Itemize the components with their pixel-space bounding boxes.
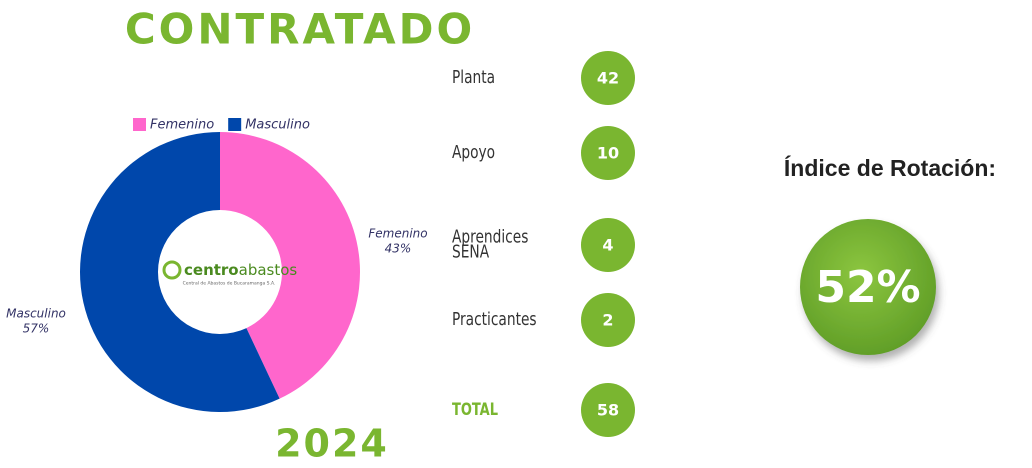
legend-label: Femenino	[150, 118, 214, 133]
logo-icon	[162, 260, 182, 280]
staff-list: Planta 42 Apoyo 10 Aprendices SENA 4 Practicant…	[452, 51, 635, 437]
count-badge	[581, 126, 635, 180]
slice-value: 43%	[385, 242, 412, 256]
index-label: Índice de Rotación:	[784, 154, 996, 181]
count-badge	[581, 293, 635, 347]
row-count: 10	[597, 144, 619, 163]
row-count: 58	[597, 401, 619, 420]
row-label: Practicantes	[452, 308, 537, 330]
legend-swatch	[133, 118, 146, 131]
donut-slice	[220, 132, 360, 399]
donut-slice	[80, 132, 280, 412]
row-label: TOTAL	[452, 399, 498, 419]
row-label-line: Aprendices	[452, 225, 529, 247]
count-badge	[581, 218, 635, 272]
legend-swatch	[228, 118, 242, 131]
count-badge	[581, 383, 635, 437]
title: CONTRATADO	[125, 5, 475, 54]
index-value: 52%	[815, 262, 920, 313]
slice-name: Masculino	[6, 307, 66, 321]
legend-label: Masculino	[245, 118, 310, 133]
year: 2024	[275, 422, 389, 466]
slice-name: Femenino	[368, 227, 427, 241]
index-badge	[800, 219, 936, 355]
row-label: Planta	[452, 66, 495, 88]
count-badge	[581, 51, 635, 105]
slice-value: 57%	[23, 322, 50, 336]
row-label: Apoyo	[452, 141, 495, 163]
row-label: Aprendices SENA	[452, 225, 529, 262]
logo-name: centroabastos	[184, 261, 297, 279]
logo-bold: centro	[184, 261, 239, 279]
row-count: 2	[602, 311, 613, 330]
row-count: 4	[602, 236, 613, 255]
row-label-line: SENA	[452, 240, 490, 262]
row-count: 42	[597, 69, 619, 88]
logo-rest: abastos	[239, 261, 298, 279]
logo-tagline: Central de Abastos de Bucaramanga S.A.	[183, 281, 276, 287]
